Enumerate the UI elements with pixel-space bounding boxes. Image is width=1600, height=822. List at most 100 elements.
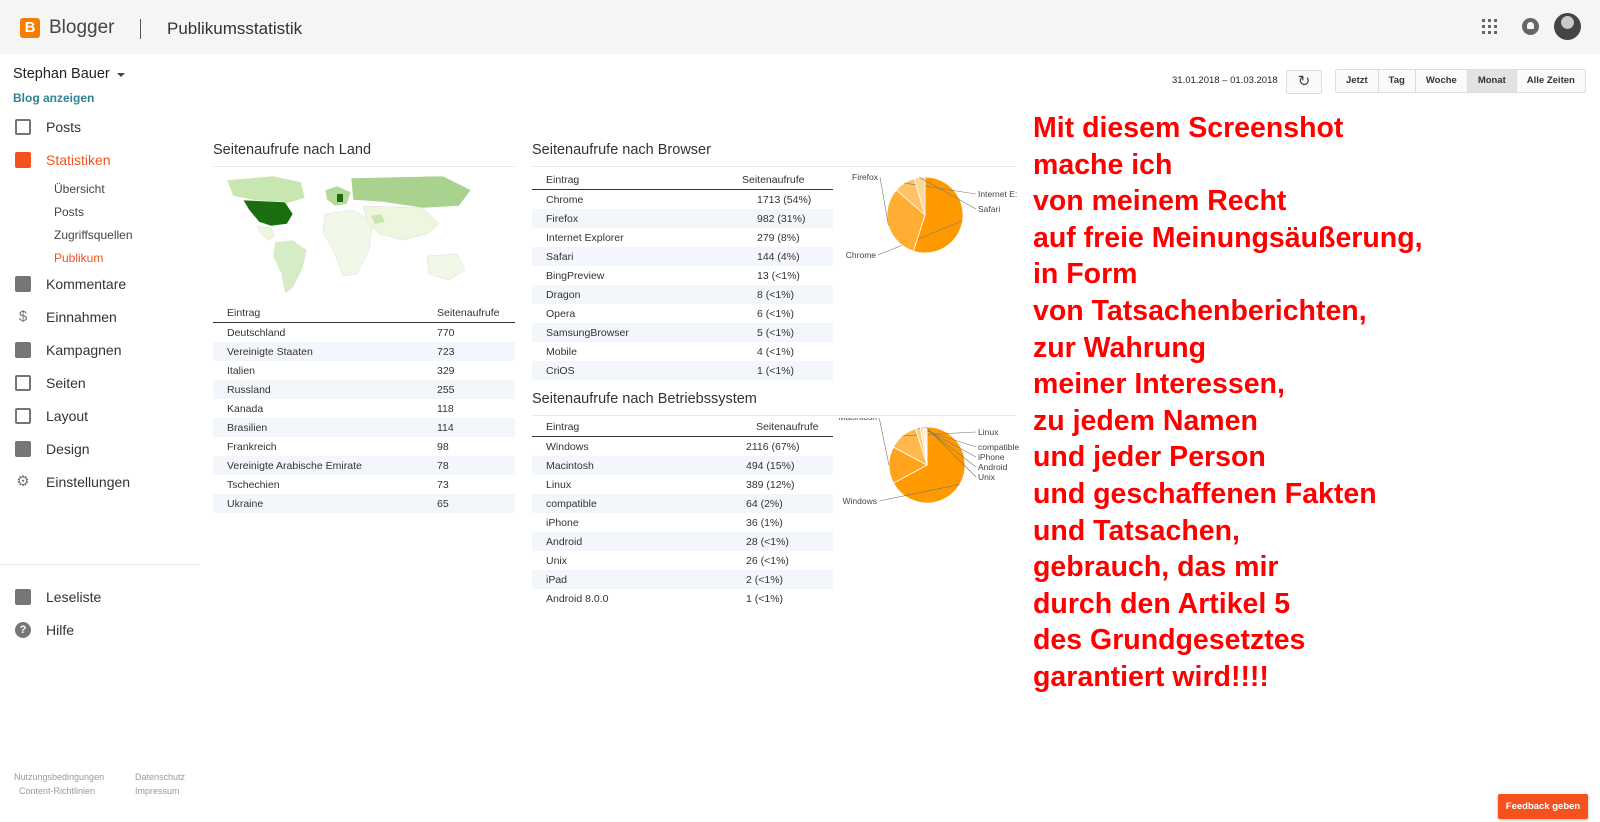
pie-label: Windows xyxy=(843,496,877,506)
column-header-entry[interactable]: Eintrag xyxy=(546,421,580,433)
sidebar-item-statistics[interactable]: Statistiken xyxy=(0,148,200,172)
pie-leader-line xyxy=(877,220,963,256)
section-rule xyxy=(532,415,1016,416)
pie-label: compatible xyxy=(978,442,1019,452)
sidebar-item-settings[interactable]: ⚙ Einstellungen xyxy=(0,470,200,494)
campaign-icon xyxy=(15,342,31,358)
period-day-button[interactable]: Tag xyxy=(1379,70,1416,92)
user-name[interactable]: Stephan Bauer xyxy=(13,66,110,82)
subnav-overview[interactable]: Übersicht xyxy=(54,182,105,196)
os-title: Seitenaufrufe nach Betriebssystem xyxy=(532,391,757,407)
apps-grid-icon[interactable] xyxy=(1482,19,1497,34)
table-row: Mobile 4 (<1%) xyxy=(546,346,795,358)
table-header: Eintrag Seitenaufrufe xyxy=(532,417,833,437)
header-divider xyxy=(140,19,141,39)
browser-pie-chart: Chrome Firefox Internet E: Safari xyxy=(846,172,1017,260)
country-title: Seitenaufrufe nach Land xyxy=(213,142,372,158)
chevron-down-icon[interactable] xyxy=(117,73,125,77)
posts-icon xyxy=(15,119,31,135)
sidebar-item-label: Einstellungen xyxy=(46,474,131,490)
subnav-traffic-sources[interactable]: Zugriffsquellen xyxy=(54,228,133,242)
column-header-views[interactable]: Seitenaufrufe xyxy=(756,421,819,433)
period-selector: Jetzt Tag Woche Monat Alle Zeiten xyxy=(1335,69,1586,93)
table-row: Ukraine 65 xyxy=(213,494,515,513)
pie-label: Linux xyxy=(978,427,999,437)
pie-leader-line xyxy=(919,177,977,210)
footer-terms-link[interactable]: Nutzungsbedingungen xyxy=(14,772,105,782)
sidebar-item-label: Einnahmen xyxy=(46,309,117,325)
table-row: CriOS 1 (<1%) xyxy=(532,361,833,380)
table-row: Unix 26 (<1%) xyxy=(546,555,789,567)
table-row: iPad 2 (<1%) xyxy=(532,570,833,589)
blogger-logo-icon[interactable]: B xyxy=(20,18,40,38)
sidebar-item-pages[interactable]: Seiten xyxy=(0,371,200,395)
table-row: Android 8.0.0 1 (<1%) xyxy=(546,593,784,605)
sidebar-item-posts[interactable]: Posts xyxy=(0,115,200,139)
brand-name[interactable]: Blogger xyxy=(49,17,115,38)
pie-slice-unix[interactable] xyxy=(924,426,928,466)
column-header-views[interactable]: Seitenaufrufe xyxy=(742,174,805,186)
overlay-line: von Tatsachenberichten, xyxy=(1033,294,1367,327)
overlay-line: des Grundgesetztes xyxy=(1033,624,1306,657)
pie-slice-chrome[interactable] xyxy=(912,176,964,254)
chart-icon xyxy=(15,152,31,168)
period-now-button[interactable]: Jetzt xyxy=(1336,70,1379,92)
pie-slice-safari[interactable] xyxy=(913,176,926,216)
refresh-button[interactable]: ↻ xyxy=(1286,70,1322,94)
table-row: BingPreview 13 (<1%) xyxy=(546,270,800,282)
sidebar-item-campaigns[interactable]: Kampagnen xyxy=(0,338,200,362)
bookmark-icon xyxy=(15,589,31,605)
period-month-button[interactable]: Monat xyxy=(1467,70,1517,92)
overlay-line: meiner Interessen, xyxy=(1033,368,1285,401)
help-icon: ? xyxy=(15,622,31,638)
avatar[interactable] xyxy=(1554,13,1581,40)
feedback-button[interactable]: Feedback geben xyxy=(1498,794,1588,819)
footer-privacy-link[interactable]: Datenschutz xyxy=(135,772,186,782)
footer-imprint-link[interactable]: Impressum xyxy=(135,786,180,796)
overlay-line: von meinem Recht xyxy=(1033,185,1287,218)
sidebar-item-design[interactable]: Design xyxy=(0,437,200,461)
os-pie-chart: Windows Macintosh Linux compatibleiPhoneAnd… xyxy=(838,418,1019,506)
column-header-entry[interactable]: Eintrag xyxy=(546,174,580,186)
table-row: Vereinigte Staaten 723 xyxy=(213,342,515,361)
table-row: Safari 144 (4%) xyxy=(532,247,833,266)
pie-leader-line xyxy=(917,427,977,448)
sidebar-item-reading-list[interactable]: Leseliste xyxy=(0,585,200,609)
refresh-icon: ↻ xyxy=(1297,73,1311,90)
table-row: Internet Explorer 279 (8%) xyxy=(546,232,800,244)
pie-label: Safari xyxy=(978,204,1000,214)
pie-leader-line xyxy=(878,418,890,466)
sidebar-item-earnings[interactable]: $ Einnahmen xyxy=(0,305,200,329)
overlay-line: gebrauch, das mir xyxy=(1033,551,1279,584)
gear-icon: ⚙ xyxy=(16,473,30,490)
layout-icon xyxy=(15,408,31,424)
period-all-time-button[interactable]: Alle Zeiten xyxy=(1526,75,1575,86)
sidebar-item-layout[interactable]: Layout xyxy=(0,404,200,428)
sidebar-item-label: Seiten xyxy=(46,375,86,391)
period-week-button[interactable]: Woche xyxy=(1416,70,1468,92)
os-table: Eintrag Seitenaufrufe Windows 2116 (67%) … xyxy=(532,417,833,608)
pie-leader-line xyxy=(878,484,960,502)
table-row: Russland 255 xyxy=(213,380,515,399)
sidebar-item-label: Posts xyxy=(46,119,82,135)
table-row: Chrome 1713 (54%) xyxy=(546,194,812,206)
table-row: Linux 389 (12%) xyxy=(546,479,795,491)
sidebar-item-help[interactable]: ? Hilfe xyxy=(0,618,200,642)
view-blog-link[interactable]: Blog anzeigen xyxy=(13,91,95,105)
column-header-entry[interactable]: Eintrag xyxy=(227,307,261,319)
table-row: Vereinigte Arabische Emirate 78 xyxy=(213,456,515,475)
overlay-line: garantiert wird!!!! xyxy=(1033,660,1269,693)
pie-label: Unix xyxy=(978,472,996,482)
pie-leader-line xyxy=(925,426,977,478)
notifications-icon[interactable] xyxy=(1522,18,1539,35)
column-header-views[interactable]: Seitenaufrufe xyxy=(437,307,500,319)
table-row: Tschechien 73 xyxy=(227,479,449,491)
pie-label: iPhone xyxy=(978,452,1005,462)
footer-content-policy-link[interactable]: Content-Richtlinien xyxy=(19,786,96,796)
table-header: Eintrag Seitenaufrufe xyxy=(213,303,515,323)
dollar-icon: $ xyxy=(18,308,28,325)
sidebar-item-label: Layout xyxy=(46,408,89,424)
subnav-posts[interactable]: Posts xyxy=(54,205,85,219)
subnav-audience[interactable]: Publikum xyxy=(54,251,104,265)
sidebar-item-comments[interactable]: Kommentare xyxy=(0,272,200,296)
